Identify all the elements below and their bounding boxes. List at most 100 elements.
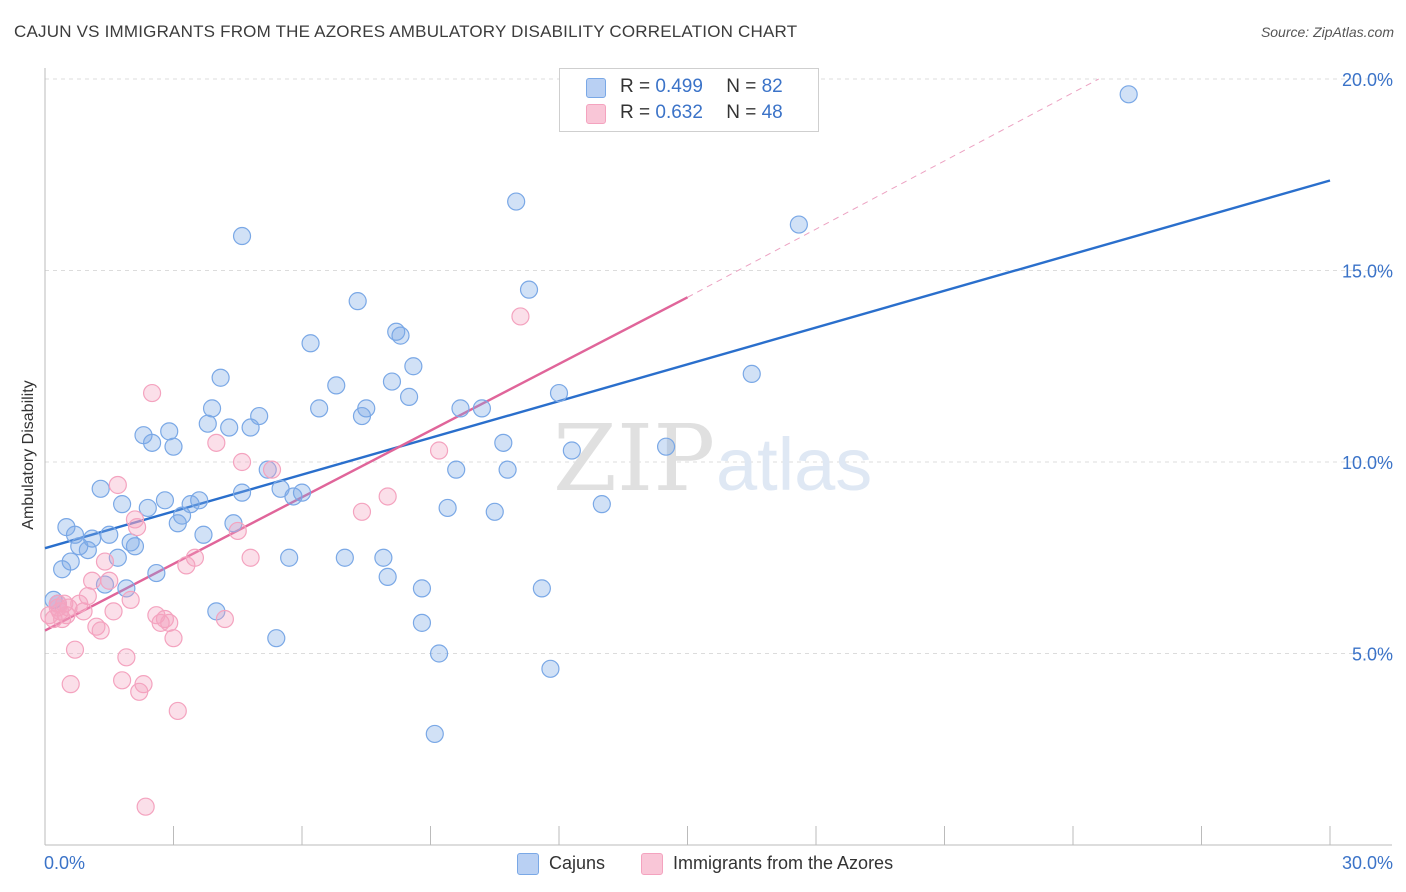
legend-r-value-cajuns: 0.499 — [655, 76, 703, 97]
cajun-point — [211, 368, 230, 387]
azores-point — [164, 629, 183, 648]
cajun-point — [335, 548, 354, 567]
cajun-point — [164, 437, 183, 456]
cajun-point — [280, 548, 299, 567]
legend-swatch-azores — [586, 104, 606, 124]
cajun-point — [190, 491, 209, 510]
cajun-point — [232, 226, 252, 246]
data-points — [40, 85, 1138, 816]
legend-n-label: N = — [726, 102, 757, 123]
cajun-point — [310, 399, 329, 418]
azores-point — [95, 552, 115, 571]
cajun-point — [83, 529, 102, 548]
cajun-point — [198, 414, 217, 433]
cajun-point — [404, 357, 423, 376]
azores-point — [136, 797, 155, 816]
azores-point — [429, 441, 449, 460]
cajun-point — [112, 495, 132, 514]
cajun-point — [374, 548, 393, 567]
azores-trend-extension — [687, 78, 1099, 298]
cajun-point — [532, 579, 551, 598]
cajun-point — [61, 552, 80, 571]
legend-r-label: R = — [620, 76, 651, 97]
cajun-point — [100, 525, 119, 544]
watermark-zip: ZIP — [553, 405, 715, 512]
azores-point — [78, 586, 97, 606]
azores-point — [83, 571, 102, 590]
tick-labels: 5.0% 10.0% 15.0% 20.0% 0.0% 30.0% — [44, 70, 1393, 873]
cajun-point — [292, 483, 312, 502]
legend-swatch-cajuns — [586, 78, 606, 98]
cajun-point — [327, 376, 346, 395]
cajun-point — [425, 724, 444, 744]
azores-point — [168, 701, 187, 721]
azores-point — [112, 671, 132, 690]
cajun-point — [181, 495, 200, 514]
cajun-point — [250, 406, 269, 426]
cajun-point — [541, 659, 560, 678]
legend-r-label: R = — [620, 102, 651, 123]
cajun-point — [284, 487, 303, 506]
azores-point — [378, 487, 397, 506]
bottom-legend-label-cajuns: Cajuns — [549, 853, 606, 873]
bottom-legend-label-azores: Immigrants from the Azores — [673, 853, 894, 873]
legend-box: R = 0.499 N = 82 R = 0.632 N = 48 — [559, 68, 819, 132]
cajun-point — [301, 334, 320, 353]
azores-point — [207, 433, 226, 452]
cajun-point — [562, 441, 581, 460]
cajun-point — [447, 460, 466, 479]
azores-point — [65, 640, 85, 659]
azores-point — [228, 521, 247, 541]
azores-point — [185, 548, 205, 567]
cajun-point — [519, 280, 539, 299]
azores-point — [108, 475, 127, 495]
legend-n-label: N = — [726, 76, 757, 97]
azores-point — [352, 502, 372, 521]
azores-point — [59, 598, 78, 617]
azores-point — [91, 621, 110, 640]
cajun-point — [160, 422, 179, 441]
cajun-trend-line — [44, 179, 1331, 550]
bottom-legend-swatch-azores — [641, 853, 663, 875]
azores-point — [48, 594, 67, 613]
watermark-atlas: atlas — [716, 423, 872, 506]
trend-lines — [44, 78, 1331, 632]
cajun-point — [155, 491, 175, 510]
cajun-point — [549, 383, 569, 403]
cajun-point — [494, 433, 513, 452]
azores-point — [215, 609, 234, 629]
legend-n-value-cajuns: 82 — [761, 76, 783, 97]
x-tick-label: 30.0% — [1342, 853, 1393, 873]
cajun-point — [485, 502, 504, 521]
azores-point — [104, 602, 123, 621]
cajun-point — [438, 498, 457, 518]
y-tick-label: 10.0% — [1342, 453, 1393, 473]
azores-point — [117, 648, 136, 667]
azores-point — [134, 675, 153, 694]
cajun-point — [357, 399, 376, 418]
cajun-point — [65, 525, 85, 544]
legend-r-value-azores: 0.632 — [655, 102, 703, 123]
azores-point — [61, 675, 80, 694]
cajun-point — [267, 629, 286, 648]
azores-point — [160, 613, 179, 632]
azores-point — [511, 307, 530, 326]
cajun-point — [258, 460, 277, 479]
cajun-point — [382, 372, 402, 391]
axes — [44, 68, 1392, 846]
legend-n-value-azores: 48 — [761, 102, 783, 123]
cajun-point — [391, 326, 410, 345]
azores-point — [127, 518, 147, 537]
azores-point — [100, 571, 119, 590]
cajun-point — [194, 525, 213, 544]
x-tick-label: 0.0% — [44, 853, 85, 873]
azores-point — [262, 460, 282, 479]
cajun-point — [412, 579, 432, 598]
cajun-point — [451, 399, 470, 418]
y-tick-label: 20.0% — [1342, 70, 1393, 90]
cajun-point — [472, 399, 491, 418]
cajun-point — [399, 387, 419, 406]
cajun-point — [378, 567, 397, 587]
source-label: Source: ZipAtlas.com — [1260, 24, 1394, 40]
